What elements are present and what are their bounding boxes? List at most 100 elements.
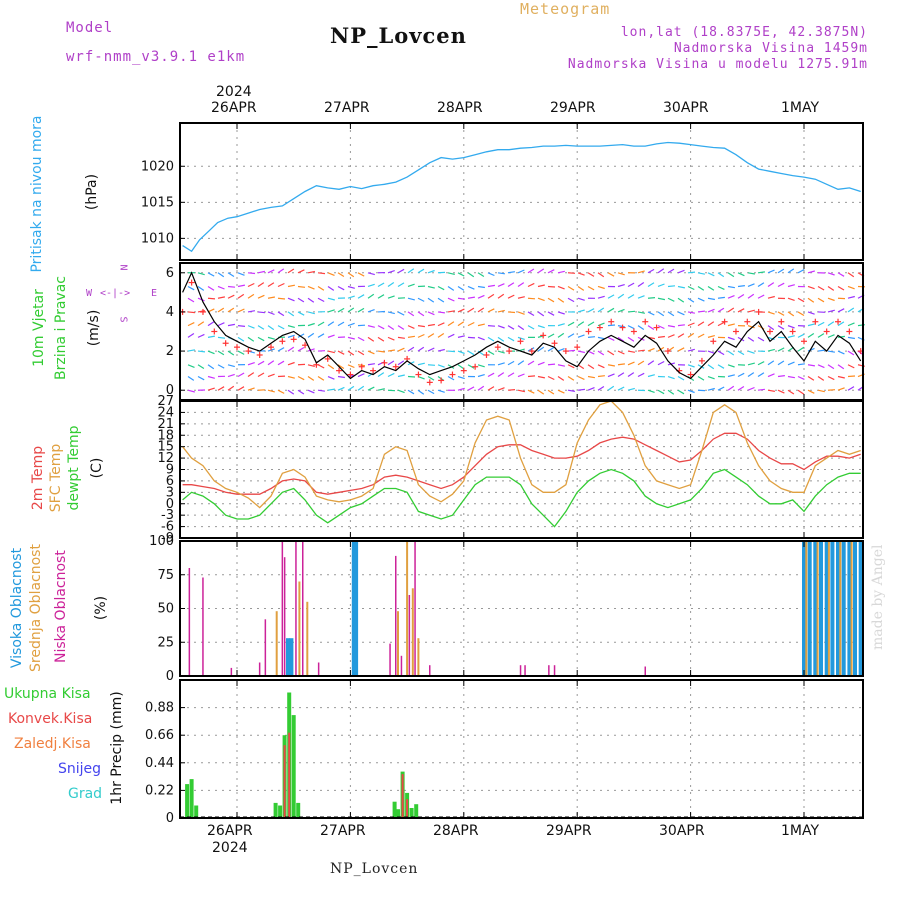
wind-barb: [377, 388, 385, 391]
wind-barb: [727, 336, 735, 341]
wind-barb: [427, 333, 435, 338]
wind-barb: [187, 297, 195, 303]
wind-barb: [767, 336, 775, 341]
wind-barb: [377, 372, 385, 378]
elevation-label: Nadmorska Visina 1459m: [673, 41, 868, 56]
wind-barb: [807, 333, 815, 338]
wind-barb: [387, 372, 395, 378]
wind-barb: [427, 269, 435, 274]
wind-barb: [247, 372, 255, 378]
wind-barb: [607, 294, 615, 299]
wind-barb: [617, 350, 625, 355]
precip-total-bar: [296, 802, 301, 818]
wind-barb: [727, 323, 735, 327]
product-label: Meteogram: [520, 0, 611, 18]
wind-barb: [727, 374, 735, 378]
wind-barb: [657, 311, 665, 317]
cloud-low-bar: [414, 541, 416, 676]
wind-barb: [387, 325, 395, 330]
wind-barb: [207, 375, 215, 379]
wind-barb: [397, 360, 405, 366]
wind-barb: [847, 350, 855, 356]
wind-barb: [247, 336, 255, 342]
wind-barb: [647, 347, 655, 352]
wind-barb: [517, 389, 526, 393]
wind-barb: [387, 336, 395, 341]
cloud-high-bar: [836, 541, 840, 676]
wind-barb: [817, 321, 825, 327]
wind-barb: [717, 285, 725, 290]
wind-barb: [707, 272, 715, 277]
wind-barb: [277, 389, 285, 394]
wind-barb: [597, 307, 605, 313]
cloud-high-bar: [802, 541, 806, 676]
wind-barb: [847, 336, 855, 340]
wind-barb: [637, 270, 645, 274]
wind-barb: [327, 285, 335, 291]
precip-total-bar: [273, 802, 278, 818]
wind-barb: [657, 268, 665, 274]
wind-barb: [547, 389, 555, 395]
wind-barb: [837, 285, 845, 291]
temp-dewpt-line: [182, 468, 861, 528]
wind-barb: [687, 389, 695, 394]
wind-barb: [337, 350, 345, 355]
wind-barb: [677, 347, 685, 352]
wind-barb: [697, 364, 705, 369]
wind-barb: [427, 285, 435, 289]
wind-barb: [577, 285, 585, 291]
wind-barb: [807, 270, 815, 274]
wind-barb: [787, 389, 795, 395]
precip-frz-label: Zaledj.Kisa: [14, 736, 91, 752]
wind-barb: [567, 376, 575, 381]
wind-barb: [287, 361, 295, 366]
wind-barb: [497, 362, 505, 366]
wind-barb: [637, 360, 645, 366]
wind-barb: [627, 361, 635, 366]
cloud-high-bar: [351, 541, 356, 676]
precip-conv-bar: [401, 774, 404, 818]
wind-barb: [537, 311, 545, 317]
wind-barb: [757, 388, 765, 391]
wind-barb: [367, 272, 375, 276]
wind-barb: [567, 349, 576, 352]
wind-barb: [207, 364, 215, 370]
wind-barb: [467, 285, 475, 290]
wind-barb: [767, 295, 775, 299]
wind-barb: [487, 350, 495, 356]
wind-barb: [347, 350, 355, 356]
wind-barb: [497, 272, 505, 275]
wind-barb: [477, 307, 485, 313]
wind-barb: [427, 297, 435, 303]
wind-barb: [587, 321, 595, 327]
wind-barb: [207, 387, 215, 391]
wind-ytick-label: 2: [166, 344, 174, 359]
wind-ytick-label: 4: [166, 305, 174, 320]
wind-barb: [587, 272, 595, 277]
wind-barb: [487, 386, 495, 391]
wind-barb: [747, 336, 755, 342]
wind-barb: [637, 372, 645, 378]
top-date-label: 28APR: [437, 100, 483, 116]
wind-barb: [567, 285, 575, 291]
wind-barb: [557, 323, 565, 327]
precip-ytick-label: 0.66: [145, 728, 174, 743]
wind-barb: [747, 325, 755, 329]
wind-barb: [647, 268, 655, 274]
wind-barb: [457, 350, 465, 355]
wind-barb: [697, 321, 705, 327]
wind-barb: [187, 332, 195, 338]
wind-barb: [567, 364, 575, 369]
wind-barb: [487, 372, 495, 378]
wind-barb: [367, 325, 375, 328]
wind-barb: [207, 297, 216, 300]
wind-barb: [197, 333, 205, 338]
wind-barb: [827, 334, 835, 338]
cloud-ytick-label: 100: [149, 534, 174, 549]
wind-barb: [367, 363, 375, 366]
cloud-high-bar: [819, 541, 823, 676]
wind-barb: [687, 364, 695, 368]
wind-barb: [467, 386, 475, 391]
grid-layer: [180, 123, 863, 819]
wind-barb: [847, 285, 855, 290]
